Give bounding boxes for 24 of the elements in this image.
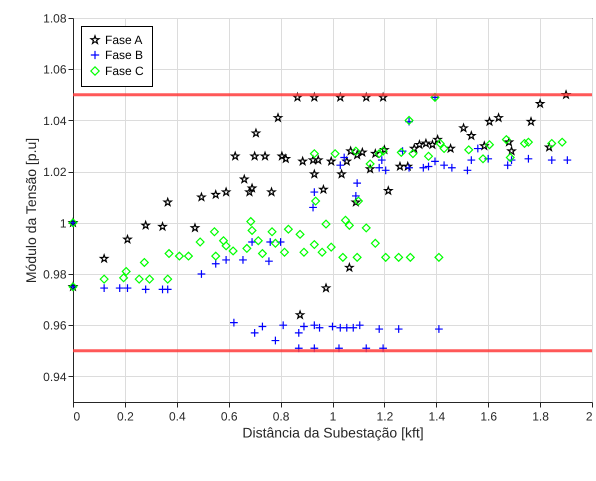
y-tick-label: 1 [60, 216, 67, 230]
y-tick-label: 1.06 [43, 62, 67, 77]
legend-label: Fase C [105, 64, 144, 78]
x-tick-label: 0 [74, 410, 80, 424]
x-axis-title: Distância da Subestação [kft] [242, 424, 424, 440]
x-tick-label: 1.6 [480, 410, 498, 424]
y-axis-title: Módulo da Tensão [p.u] [23, 138, 40, 284]
x-tick-label: 1.8 [532, 410, 550, 424]
x-tick-label: 0.4 [168, 410, 186, 424]
x-tick-label: 0.2 [117, 410, 134, 424]
x-tick-label: 1 [330, 410, 337, 424]
y-tick-label: 0.96 [43, 318, 67, 333]
legend-label: Fase A [105, 33, 142, 47]
y-tick-label: 0.98 [43, 268, 67, 282]
x-tick-label: 0.8 [272, 410, 290, 424]
y-tick-label: 1.02 [43, 165, 67, 180]
x-tick-label: 0.6 [220, 410, 238, 424]
legend-label: Fase B [105, 48, 144, 62]
y-tick-label: 1.08 [43, 12, 67, 26]
y-tick-label: 0.94 [43, 370, 67, 384]
x-tick-label: 1.4 [428, 410, 446, 424]
x-tick-label: 1.2 [376, 410, 394, 424]
x-tick-label: 2 [586, 410, 593, 424]
y-tick-label: 1.04 [43, 114, 67, 128]
